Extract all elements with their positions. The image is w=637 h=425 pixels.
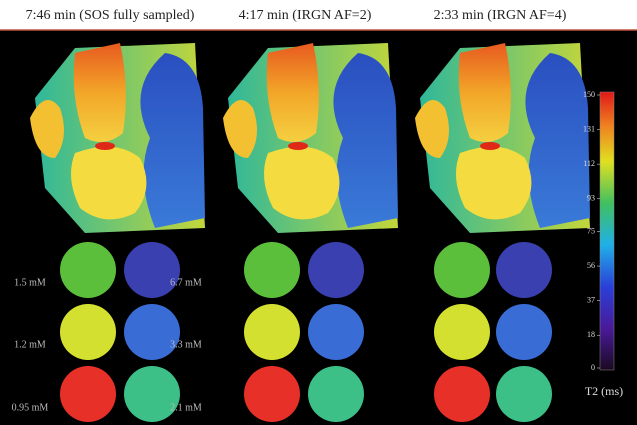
panel-title: 2:33 min (IRGN AF=4) (434, 8, 567, 23)
panel-title: 4:17 min (IRGN AF=2) (239, 8, 372, 23)
colorbar-tick-label: 112 (583, 159, 595, 168)
phantom (308, 366, 364, 422)
colorbar-tick-label: 150 (583, 90, 595, 99)
concentration-label: 3.3 mM (170, 339, 202, 350)
colorbar-tick-label: 0 (591, 363, 595, 372)
panel-title: 7:46 min (SOS fully sampled) (26, 8, 195, 23)
phantom (244, 366, 300, 422)
phantom (434, 304, 490, 360)
phantom (244, 242, 300, 298)
concentration-label: 6.7 mM (170, 277, 202, 288)
phantom (496, 366, 552, 422)
colorbar-tick-label: 56 (587, 261, 595, 270)
phantom-grid (60, 242, 552, 422)
page: 7:46 min (SOS fully sampled) 4:17 min (I… (0, 0, 637, 425)
phantom (308, 304, 364, 360)
knee-map (30, 43, 205, 233)
concentration-label: 2.1 mM (170, 402, 202, 413)
colorbar (600, 92, 614, 370)
phantom (434, 366, 490, 422)
phantom (308, 242, 364, 298)
knee-map (223, 43, 398, 233)
phantom (60, 242, 116, 298)
colorbar-label: T2 (ms) (585, 384, 623, 398)
colorbar-tick-label: 18 (587, 330, 595, 339)
concentration-label: 1.2 mM (14, 339, 46, 350)
phantom (124, 366, 180, 422)
colorbar-tick-label: 75 (587, 226, 595, 235)
concentration-label: 1.5 mM (14, 277, 46, 288)
phantom (60, 366, 116, 422)
phantom (496, 242, 552, 298)
phantom (60, 304, 116, 360)
phantom (434, 242, 490, 298)
phantom (124, 304, 180, 360)
phantom (124, 242, 180, 298)
concentration-label: 0.95 mM (12, 402, 49, 413)
knee-map (415, 43, 590, 233)
phantom (496, 304, 552, 360)
colorbar-tick-label: 37 (587, 295, 595, 304)
phantom (244, 304, 300, 360)
colorbar-tick-label: 131 (583, 124, 595, 133)
colorbar-tick-label: 93 (587, 194, 595, 203)
figure: 7:46 min (SOS fully sampled) 4:17 min (I… (0, 0, 637, 425)
